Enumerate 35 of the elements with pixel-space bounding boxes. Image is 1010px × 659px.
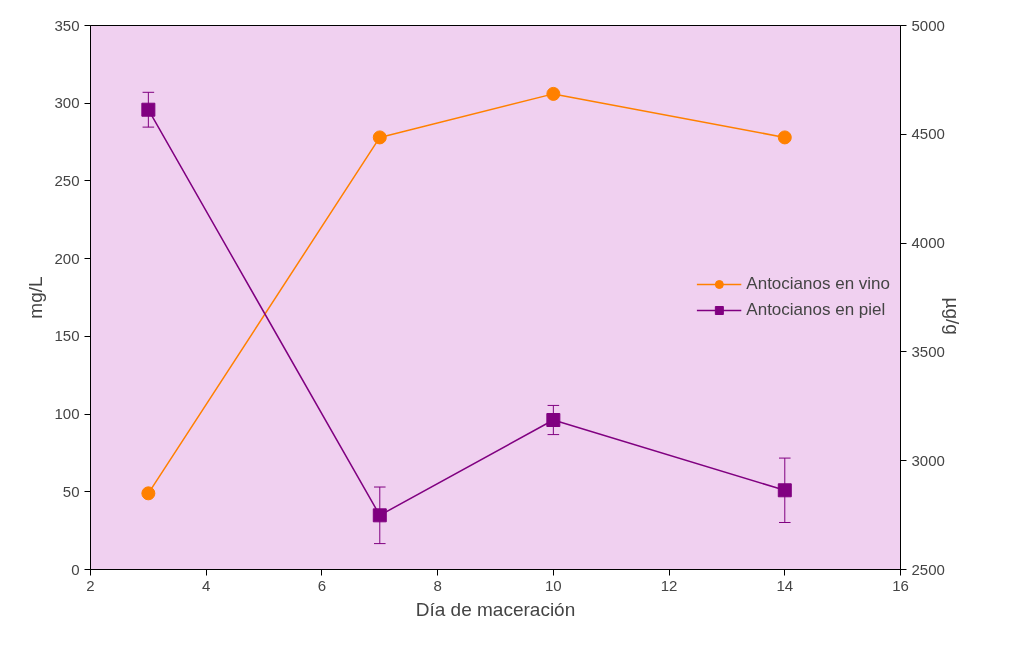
y2-axis-title: µg/g: [942, 297, 964, 335]
x-tick-label: 16: [892, 576, 909, 594]
y2-tick-label: 4500: [911, 125, 945, 143]
y-tick-label: 300: [54, 94, 80, 112]
legend-label: Antocianos en piel: [746, 300, 886, 320]
point: [141, 486, 156, 501]
legend-label: Antocianos en vino: [746, 274, 890, 294]
x-tick-label: 4: [202, 576, 211, 594]
y2-tick-label: 4000: [911, 234, 945, 252]
y-tick-label: 150: [54, 327, 80, 345]
point: [546, 413, 561, 428]
point: [372, 508, 387, 523]
x-tick-label: 14: [776, 576, 794, 594]
y2-tick-label: 2500: [911, 560, 945, 578]
y2-tick-label: 5000: [911, 16, 945, 34]
x-axis-title: Día de maceración: [415, 598, 576, 620]
y-tick-label: 0: [71, 560, 80, 578]
y-axis-title: mg/L: [25, 276, 47, 319]
x-tick-label: 2: [86, 576, 95, 594]
y2-tick-label: 3000: [911, 451, 945, 469]
x-tick-label: 6: [317, 576, 327, 594]
x-tick-label: 10: [545, 576, 562, 594]
point: [546, 86, 561, 101]
y-tick-label: 200: [54, 249, 80, 267]
y-tick-label: 50: [62, 482, 80, 500]
x-tick-label: 8: [433, 576, 442, 594]
y-tick-label: 250: [54, 171, 80, 189]
y2-tick-label: 3500: [911, 342, 945, 360]
y-tick-label: 350: [54, 16, 80, 34]
point: [372, 130, 387, 145]
point: [777, 483, 792, 498]
x-tick-label: 12: [660, 576, 678, 594]
point: [141, 102, 156, 117]
y-tick-label: 100: [54, 405, 80, 423]
point: [777, 130, 792, 145]
